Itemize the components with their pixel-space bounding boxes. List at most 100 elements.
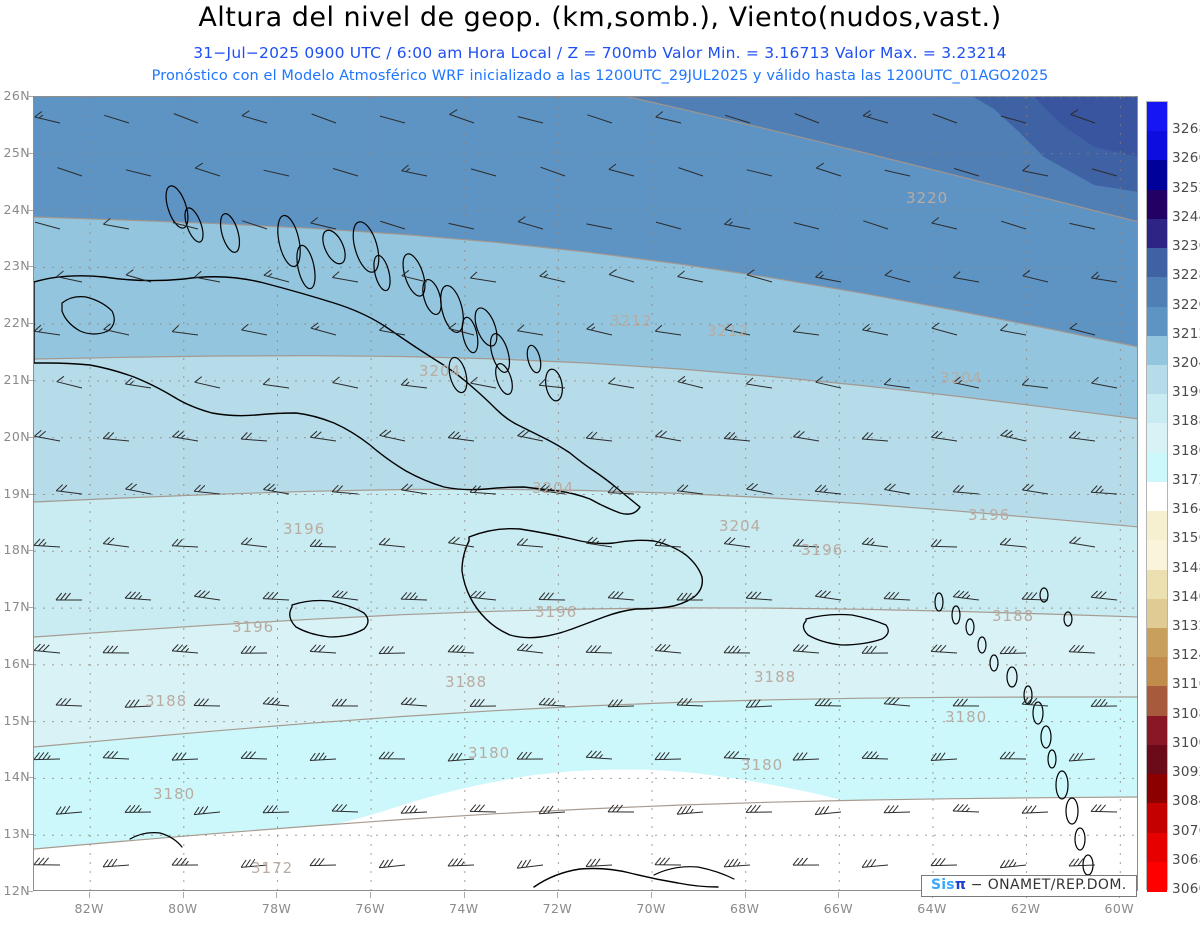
lat-tick-label: 16N bbox=[3, 655, 30, 671]
contour-label: 3204 bbox=[419, 362, 462, 380]
lon-tick-label: 76W bbox=[355, 901, 385, 916]
colorbar-segment bbox=[1147, 540, 1167, 571]
weather-map[interactable]: 3220 3212 3212 3204 3204 3204 3204 3196 3196 3196… bbox=[33, 96, 1138, 891]
colorbar-tick-label: 3076 bbox=[1172, 822, 1200, 839]
contour-label: 3204 bbox=[940, 369, 983, 387]
lon-tick-label: 60W bbox=[1104, 901, 1134, 916]
contour-label: 3188 bbox=[754, 668, 797, 686]
colorbar-segment bbox=[1147, 569, 1167, 600]
lon-tick-mark bbox=[370, 892, 372, 898]
wind-barbs-layer bbox=[34, 109, 1118, 869]
colorbar-tick-label: 3228 bbox=[1172, 267, 1200, 284]
colorbar-segment bbox=[1147, 481, 1167, 512]
colorbar-tick-label: 3100 bbox=[1172, 734, 1200, 751]
lat-tick-label: 26N bbox=[3, 88, 30, 103]
logo-separator: − bbox=[970, 877, 983, 893]
contour-label: 3196 bbox=[283, 520, 326, 538]
lat-tick-label: 19N bbox=[3, 485, 30, 501]
colorbar-segment bbox=[1147, 861, 1167, 892]
colorbar-tick-label: 3204 bbox=[1172, 355, 1200, 371]
coastline-layer bbox=[34, 185, 1094, 888]
colorbar-tick-label: 3116 bbox=[1172, 676, 1200, 693]
model-info-line: Pronóstico con el Modelo Atmosférico WRF… bbox=[151, 68, 1049, 84]
lat-tick-label: 17N bbox=[3, 599, 30, 615]
colorbar-segment bbox=[1147, 598, 1167, 629]
logo-sis-text: Sis bbox=[931, 877, 955, 893]
contour-label: 3204 bbox=[719, 517, 762, 535]
colorbar-tick-label: 3164 bbox=[1172, 501, 1200, 518]
colorbar-tick-label: 3132 bbox=[1172, 618, 1200, 634]
contour-label: 3188 bbox=[145, 692, 188, 710]
lat-tick-mark bbox=[27, 323, 33, 325]
shaded-bands-layer bbox=[34, 97, 1137, 890]
lon-tick-label: 80W bbox=[168, 901, 198, 916]
lat-tick-label: 14N bbox=[3, 769, 30, 785]
colorbar-segment bbox=[1147, 218, 1167, 249]
contour-label: 3172 bbox=[251, 859, 294, 877]
colorbar-segment bbox=[1147, 131, 1167, 162]
contour-label: 3188 bbox=[445, 673, 488, 691]
colorbar-tick-label: 3196 bbox=[1172, 384, 1200, 401]
contour-label: 3180 bbox=[945, 708, 988, 726]
colorbar-segment bbox=[1147, 160, 1167, 191]
contour-label: 3212 bbox=[707, 322, 750, 340]
lon-tick-mark bbox=[838, 892, 840, 898]
lat-tick-label: 18N bbox=[3, 542, 30, 558]
lat-tick-mark bbox=[27, 607, 33, 609]
lon-tick-mark bbox=[651, 892, 653, 898]
lat-tick-mark bbox=[27, 436, 33, 438]
lon-tick-label: 74W bbox=[449, 901, 479, 916]
colorbar-tick-label: 3260 bbox=[1172, 150, 1200, 167]
colorbar-tick-label: 3156 bbox=[1172, 530, 1200, 547]
lat-tick-mark bbox=[27, 777, 33, 779]
colorbar-segment bbox=[1147, 744, 1167, 775]
colorbar-tick-label: 3268 bbox=[1172, 121, 1200, 138]
contour-label: 3212 bbox=[610, 312, 653, 330]
contour-label: 3220 bbox=[906, 189, 949, 207]
colorbar-tick-label: 3148 bbox=[1172, 559, 1200, 576]
forecast-meta-line: 31−Jul−2025 0900 UTC / 6:00 am Hora Loca… bbox=[193, 44, 1007, 62]
contour-label: 3196 bbox=[801, 541, 844, 559]
colorbar-tick-label: 3236 bbox=[1172, 238, 1200, 255]
lon-tick-label: 68W bbox=[729, 901, 760, 916]
colorbar-segment bbox=[1147, 657, 1167, 688]
lon-tick-label: 78W bbox=[261, 901, 292, 916]
lat-tick-mark bbox=[27, 891, 33, 892]
lat-tick-label: 12N bbox=[3, 883, 30, 898]
lon-tick-label: 64W bbox=[917, 901, 947, 916]
contour-label: 3204 bbox=[532, 479, 575, 497]
lat-tick-mark bbox=[27, 379, 33, 381]
colorbar-tick-label: 3140 bbox=[1172, 588, 1200, 605]
colorbar-segment bbox=[1147, 715, 1167, 746]
colorbar-segment bbox=[1147, 774, 1167, 804]
lat-tick-mark bbox=[27, 266, 33, 268]
colorbar-segment bbox=[1147, 277, 1167, 308]
colorbar-tick-label: 3244 bbox=[1172, 208, 1200, 225]
colorbar-tick-label: 3212 bbox=[1172, 325, 1200, 342]
colorbar-tick-label: 3124 bbox=[1172, 647, 1200, 664]
contour-label: 3196 bbox=[232, 618, 275, 636]
lon-tick-mark bbox=[557, 892, 559, 898]
lon-tick-mark bbox=[276, 892, 278, 898]
lon-tick-label: 82W bbox=[74, 901, 104, 916]
colorbar-tick-label: 3092 bbox=[1172, 764, 1200, 781]
colorbar-tick-label: 3068 bbox=[1172, 851, 1200, 868]
colorbar-segment bbox=[1147, 803, 1167, 834]
colorbar-segment bbox=[1147, 511, 1167, 541]
lon-tick-label: 70W bbox=[636, 901, 666, 916]
lat-tick-mark bbox=[27, 663, 33, 665]
lon-tick-mark bbox=[744, 892, 746, 898]
lat-tick-mark bbox=[27, 96, 33, 97]
contour-label: 3180 bbox=[153, 785, 196, 803]
colorbar-tick-label: 3084 bbox=[1172, 793, 1200, 810]
lat-tick-label: 25N bbox=[3, 144, 30, 160]
page-title: Altura del nivel de geop. (km,somb.), Vi… bbox=[198, 2, 1002, 33]
lon-tick-mark bbox=[89, 892, 91, 898]
colorbar[interactable] bbox=[1146, 101, 1168, 892]
colorbar-segment bbox=[1147, 335, 1167, 366]
lat-tick-label: 24N bbox=[3, 201, 30, 217]
contour-label: 3196 bbox=[535, 603, 578, 621]
colorbar-tick-label: 3188 bbox=[1172, 413, 1200, 430]
lat-tick-mark bbox=[27, 493, 33, 495]
agency-name: ONAMET/REP.DOM. bbox=[987, 877, 1127, 893]
